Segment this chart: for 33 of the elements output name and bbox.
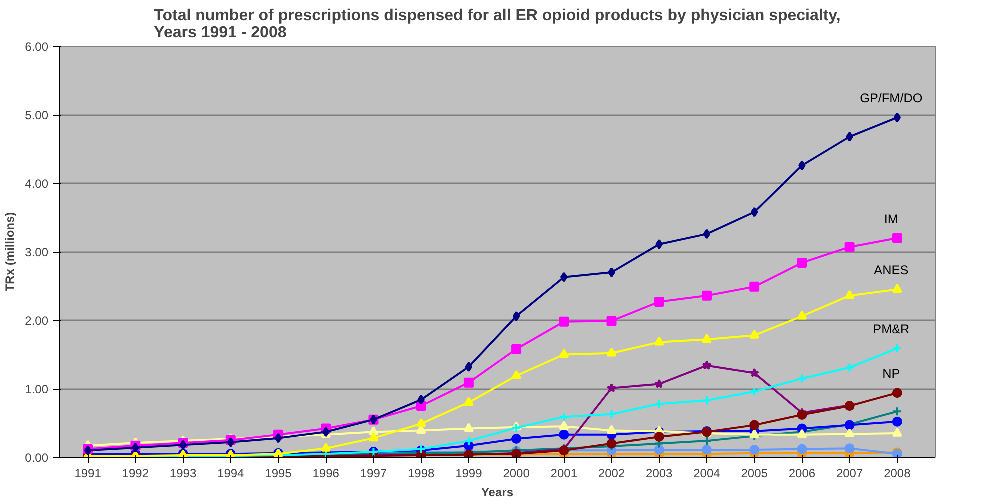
x-tick-label: 2004 <box>694 466 721 480</box>
y-tick-label: 5.00 <box>25 108 49 122</box>
series-label: GP/FM/DO <box>860 92 923 106</box>
x-tick-label: 2007 <box>836 466 864 480</box>
x-tick-label: 1996 <box>312 466 340 480</box>
y-tick-label: 4.00 <box>25 177 49 191</box>
x-tick-label: 1991 <box>74 466 102 480</box>
x-tick-label: 1992 <box>122 466 150 480</box>
y-tick-label: 1.00 <box>25 382 49 396</box>
series-label: IM <box>884 212 898 226</box>
x-tick-label: 2000 <box>503 466 530 480</box>
x-tick-label: 1997 <box>360 466 388 480</box>
x-tick-label: 2001 <box>550 466 578 480</box>
x-tick-label: 2008 <box>884 466 912 480</box>
y-tick-label: 3.00 <box>25 246 49 260</box>
x-tick-label: 1999 <box>456 466 483 480</box>
y-tick-label: 6.00 <box>25 40 49 54</box>
x-tick-label: 2002 <box>598 466 626 480</box>
x-tick-label: 1994 <box>218 466 245 480</box>
x-tick-label: 2003 <box>646 466 674 480</box>
y-tick-label: 2.00 <box>25 314 49 328</box>
series-label: ANES <box>874 264 909 278</box>
y-axis-title: TRx (millions) <box>3 212 18 292</box>
x-tick-label: 2005 <box>741 466 768 480</box>
x-tick-label: 2006 <box>788 466 816 480</box>
x-tick-label: 1995 <box>265 466 292 480</box>
series-label: PM&R <box>873 322 910 337</box>
x-tick-label: 1998 <box>408 466 435 480</box>
chart-title: Total number of prescriptions dispensed for all ER opioid products by physician specialty, Years 1991 - 2008 <box>154 8 841 42</box>
y-tick-label: 0.00 <box>25 451 49 465</box>
series-label: NP <box>882 367 900 382</box>
x-tick-label: 1993 <box>170 466 197 480</box>
x-axis-title: Years <box>481 486 514 500</box>
